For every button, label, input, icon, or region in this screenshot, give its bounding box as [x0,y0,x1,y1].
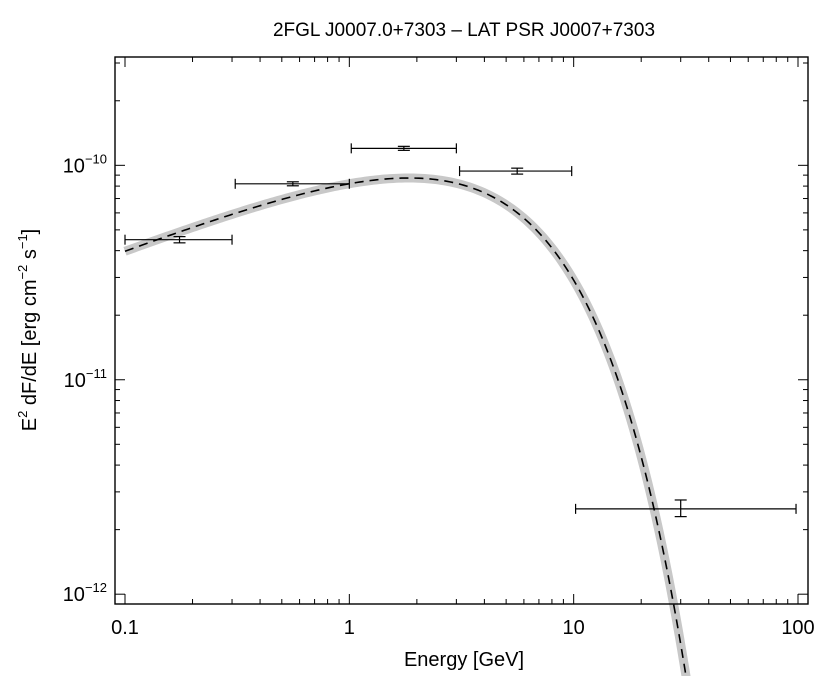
y-axis: 10−12 10−11 10−10 [63,62,808,606]
data-point [574,499,797,518]
data-point [234,178,350,189]
x-tick-label: 0.1 [111,617,139,639]
y-label-close: ] [19,229,41,235]
y-label-body: dF/dE [erg cm [19,280,41,411]
y-axis-label: E2 dF/dE [erg cm−2 s−1] [15,229,41,432]
y-label-sq: 2 [15,411,30,418]
y-label-m2: −2 [15,265,30,280]
model-uncertainty-band [123,173,691,676]
data-point [458,166,573,177]
plot-frame [114,56,809,605]
y-tick-label: 10−11 [64,366,107,392]
x-tick-label: 1 [344,617,355,639]
y-label-m1: −1 [15,234,30,249]
y-label-e: E [19,418,41,431]
data-point [350,143,457,154]
data-point [124,234,233,245]
y-label-s: s [19,249,41,265]
x-tick-label: 100 [781,617,814,639]
model-best-fit-line [124,177,687,676]
y-tick-label: 10−12 [63,580,107,606]
y-tick-label: 10−10 [63,151,107,177]
chart-title: 2FGL J0007.0+7303 – LAT PSR J0007+7303 [273,20,655,41]
x-axis: 0.1 1 10 100 [111,57,815,639]
x-tick-label: 10 [563,617,585,639]
plot-area [123,143,797,676]
x-axis-label: Energy [GeV] [404,649,524,671]
